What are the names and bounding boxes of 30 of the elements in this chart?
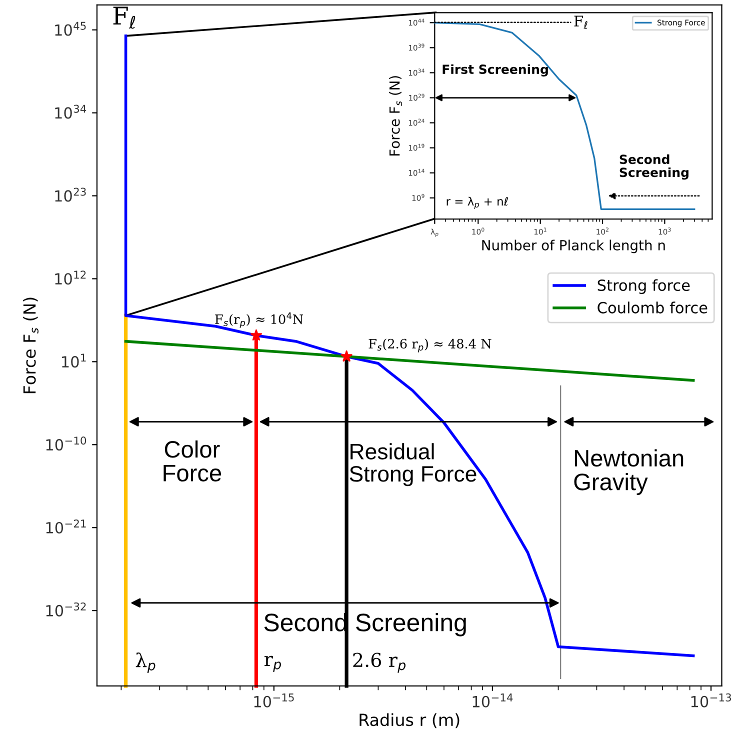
- annotation: λ$_{p}$: [136, 652, 156, 674]
- y-axis-title: Force F$_{s}$ (N): [22, 298, 38, 394]
- annotation: F$_{ℓ}$: [574, 16, 588, 29]
- annotation: r = λ$_{p}$ + nℓ: [446, 196, 508, 210]
- y-tick-label: 10$^{12}$: [55, 270, 86, 285]
- annotation: First Screening: [442, 64, 548, 77]
- y-tick-label: 10$^{−10}$: [46, 436, 86, 451]
- annotation: F$_{ℓ}$: [113, 6, 136, 29]
- annotation: F$_{s}$(r$_{p}$) ≈ 10$^{4}$N: [215, 312, 304, 328]
- y-tick-label: 10$^{23}$: [55, 188, 86, 202]
- annotation: Color Force: [164, 440, 222, 482]
- annotation: r$_{p}$: [264, 656, 281, 672]
- y-tick-label: 10$^{−32}$: [46, 602, 86, 616]
- x-tick-label: 10$^{−14}$: [472, 694, 513, 708]
- legend-label: Coulomb force: [598, 302, 708, 314]
- annotation: Newtonian Gravity: [574, 449, 684, 496]
- y-tick-label: 10$^{34}$: [55, 104, 86, 119]
- y-axis-title: Force F$_{s}$ (N): [389, 76, 402, 156]
- x-axis-title: Radius r (m): [360, 713, 460, 728]
- legend-label: Strong force: [598, 279, 690, 294]
- annotation: 2.6 r$_{p}$: [353, 652, 406, 673]
- y-tick-label: 10$^{−21}$: [46, 520, 86, 534]
- annotation: F$_{s}$(2.6 r$_{p}$) ≈ 48.4 N: [368, 338, 492, 352]
- y-tick-label: 10$^{1}$: [62, 354, 86, 368]
- x-tick-label: 10$^{−15}$: [254, 694, 294, 708]
- y-tick-label: 10$^{45}$: [55, 22, 86, 36]
- annotation: Second Screening: [620, 154, 688, 180]
- x-axis-title: Number of Planck length n: [482, 240, 665, 254]
- annotation: Residual Strong Force: [350, 443, 476, 486]
- x-tick-label: 10$^{−13}$: [691, 693, 731, 708]
